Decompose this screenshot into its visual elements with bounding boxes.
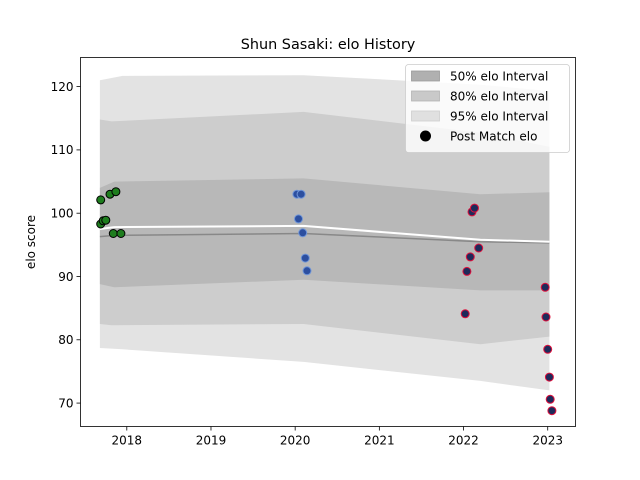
data-point [296,189,306,199]
x-tick-label: 2018 [112,434,143,448]
data-point [547,406,557,416]
legend-label: 80% elo Interval [450,90,548,104]
x-tick-label: 2021 [364,434,395,448]
legend-swatch [411,110,440,122]
plot-area [96,75,557,416]
data-point [545,394,555,404]
chart-title: Shun Sasaki: elo History [241,37,416,53]
legend-label: 50% elo Interval [450,70,548,84]
legend-swatch [411,90,440,102]
median-line [99,224,550,243]
data-point [470,203,479,213]
legend-label: 95% elo Interval [450,110,548,124]
data-point [108,229,118,238]
post-match-points [96,187,557,416]
y-axis: 70 80 90 100 110 120 [51,80,81,410]
x-tick-label: 2020 [280,434,311,448]
legend-box [405,64,570,153]
data-point [460,309,470,319]
y-tick-label: 110 [51,143,74,157]
y-tick-label: 100 [51,207,74,221]
data-point [541,312,551,322]
data-point [540,282,550,292]
x-tick-label: 2019 [196,434,227,448]
data-point [300,253,310,263]
y-tick-label: 80 [58,333,73,347]
y-tick-label: 90 [58,270,73,284]
data-point [462,266,472,276]
legend: 50% elo Interval 80% elo Interval 95% elo … [405,64,570,153]
data-point [465,252,475,262]
legend-swatch [411,70,440,82]
data-point [543,344,553,354]
y-tick-label: 70 [58,396,73,410]
data-point [298,228,308,238]
data-point [111,187,121,197]
data-point [96,195,106,205]
legend-marker [420,130,431,142]
x-axis: 2018 2019 2020 2021 2022 2023 [112,426,563,448]
data-point [294,214,303,224]
y-tick-label: 120 [51,80,74,94]
data-point [474,243,484,253]
x-tick-label: 2023 [532,434,563,448]
interval-bands [99,75,550,391]
legend-label: Post Match elo [450,130,537,144]
data-point [544,372,554,382]
x-tick-label: 2022 [448,434,479,448]
data-point [101,215,111,225]
y-axis-label: elo score [24,215,38,269]
axes-frame [80,57,576,427]
data-point [116,229,126,238]
data-point [302,266,312,276]
